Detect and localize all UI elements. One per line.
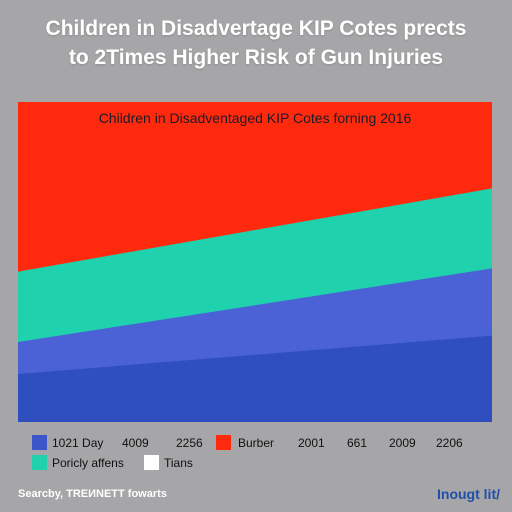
legend-label: Burber xyxy=(238,436,275,450)
legend-row-2: Poricly affens Tians xyxy=(32,455,502,475)
area-chart xyxy=(18,102,492,422)
legend-value: 2206 xyxy=(436,436,463,450)
chart-area: Children in Disadventaged KIP Cotes forn… xyxy=(18,102,492,422)
legend-swatch-white xyxy=(144,455,159,470)
legend: 1021 Day 4009 2256 Burber 2001 661 2009 … xyxy=(32,435,502,475)
legend-label: Tians xyxy=(164,456,193,470)
legend-value: 4009 xyxy=(122,436,149,450)
chart-title: Children in Disadvertage KIP Cotes prect… xyxy=(0,14,512,72)
chart-subtitle: Children in Disadventaged KIP Cotes forn… xyxy=(98,110,412,126)
area-series-0 xyxy=(18,335,492,422)
title-line-2: to 2Times Higher Risk of Gun Injuries xyxy=(68,46,444,69)
legend-value: 2256 xyxy=(176,436,203,450)
source-note: Searcby, TREИNETT fowarts xyxy=(18,488,167,500)
legend-row-1: 1021 Day 4009 2256 Burber 2001 661 2009 … xyxy=(32,435,502,455)
title-line-1: Children in Disadvertage KIP Cotes prect… xyxy=(45,17,467,40)
brand-logo: Inougt lit/ xyxy=(437,486,500,502)
legend-swatch-blue xyxy=(32,435,47,450)
legend-label: Poricly affens xyxy=(52,456,124,470)
legend-value: 2001 xyxy=(298,436,325,450)
legend-value: 2009 xyxy=(389,436,416,450)
legend-value: 661 xyxy=(347,436,368,450)
legend-label: 1021 Day xyxy=(52,436,104,450)
legend-swatch-red xyxy=(216,435,231,450)
legend-swatch-teal xyxy=(32,455,47,470)
